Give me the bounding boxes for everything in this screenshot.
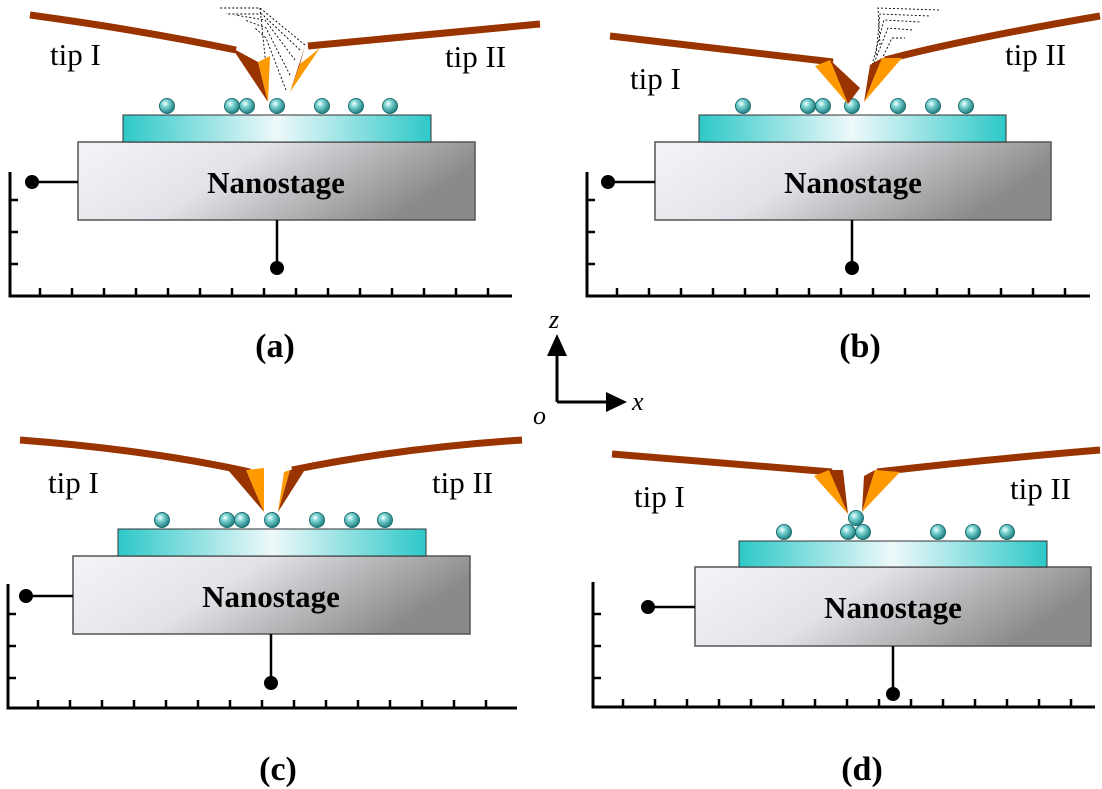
substrate [698,114,1007,143]
tip-i-label: tip I [48,465,99,500]
nanostage-label: Nanostage [824,590,962,625]
substrate [122,114,432,143]
panel-c: tip I tip II Nanostage (c) [6,436,523,788]
tip-ii-probe [864,12,1101,102]
tip-i-probe [29,11,270,102]
nanostage-block [77,141,476,221]
tip-i-label: tip I [630,61,681,96]
coordinate-axes: z x o [533,305,644,430]
xy-scale-axes [585,172,1090,298]
tip-ii-probe [290,20,541,92]
origin-label: o [533,401,546,430]
nanoparticles [159,98,398,114]
xy-scale-axes [591,582,1095,709]
nanostage-label: Nanostage [207,165,345,200]
nanoparticles [776,510,1015,540]
tip-ii-label: tip II [1010,471,1071,506]
substrate [738,540,1048,568]
panel-a: tip I tip II Nanostage (a) [8,7,541,365]
z-axis-arrowhead [547,334,567,356]
x-actuator-connector [19,589,73,603]
panel-caption: (a) [255,328,295,365]
z-axis-label: z [548,305,559,334]
z-actuator-connector [845,220,859,275]
substrate [117,528,427,557]
nanoparticles [154,512,393,528]
nanostage-block [72,555,471,635]
panel-caption: (b) [839,328,881,365]
panel-d: tip I tip II Nanostage (d) [591,446,1101,788]
nanostage-label: Nanostage [202,579,340,614]
panel-caption: (d) [841,751,883,788]
tip-i-label: tip I [50,37,101,72]
x-actuator-connector [25,175,78,189]
x-actuator-connector [641,600,695,614]
tip-ii-label: tip II [445,39,506,74]
xy-scale-axes [6,584,517,710]
tip-i-probe [609,32,860,104]
tip-i-probe [19,436,264,512]
tip-ii-label: tip II [1005,37,1066,72]
z-actuator-connector [886,646,900,701]
xy-scale-axes [8,172,512,298]
nanoparticles [735,98,974,114]
tip-ii-label: tip II [432,465,493,500]
x-actuator-connector [601,175,655,189]
panel-b: tip I tip II Nanostage (b) [585,7,1101,365]
tip-ii-probe [278,436,523,512]
x-axis-arrowhead [606,392,627,412]
z-actuator-connector [270,220,284,275]
tip-ii-trajectory-lines [865,7,941,93]
x-axis-label: x [631,387,644,416]
tip-i-probe [611,450,848,514]
z-actuator-connector [264,634,278,690]
nanostage-label: Nanostage [784,165,922,200]
panel-caption: (c) [259,751,297,788]
tip-i-label: tip I [634,479,685,514]
tip-ii-probe [862,446,1101,512]
